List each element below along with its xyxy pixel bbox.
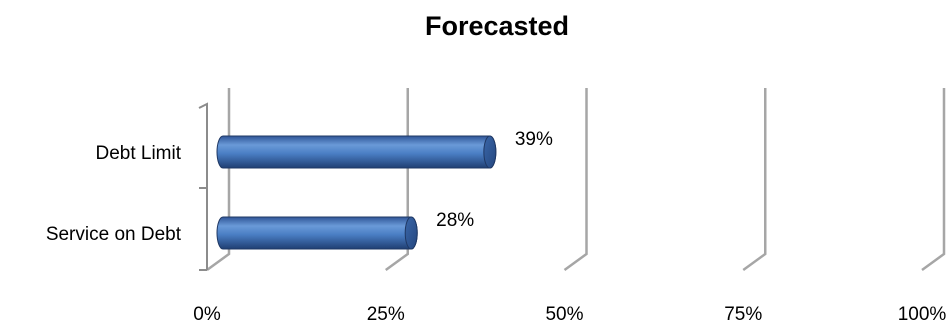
category-label: Debt Limit <box>95 143 181 164</box>
chart-title: Forecasted <box>425 11 569 41</box>
x-tick-label: 75% <box>724 304 762 325</box>
x-tick-label: 50% <box>545 304 583 325</box>
y-axis-line <box>198 102 208 271</box>
category-axis <box>198 102 208 271</box>
bar-service-on-debt <box>216 216 418 250</box>
gridline-50 <box>563 88 588 272</box>
data-label: 39% <box>515 129 553 150</box>
gridline-100 <box>921 88 946 272</box>
x-tick-label: 100% <box>898 304 947 325</box>
gridline-75 <box>742 88 767 272</box>
labels: 0% 25% 50% 75% 100% Debt Limit 39% Service on D… <box>46 129 947 325</box>
data-label: 28% <box>436 210 474 231</box>
bar-end-cap <box>483 135 497 169</box>
x-tick-label: 0% <box>193 304 221 325</box>
bars <box>216 135 497 250</box>
x-tick-label: 25% <box>367 304 405 325</box>
bar-debt-limit <box>216 135 497 169</box>
bar-end-cap <box>404 216 418 250</box>
category-label: Service on Debt <box>46 224 182 245</box>
